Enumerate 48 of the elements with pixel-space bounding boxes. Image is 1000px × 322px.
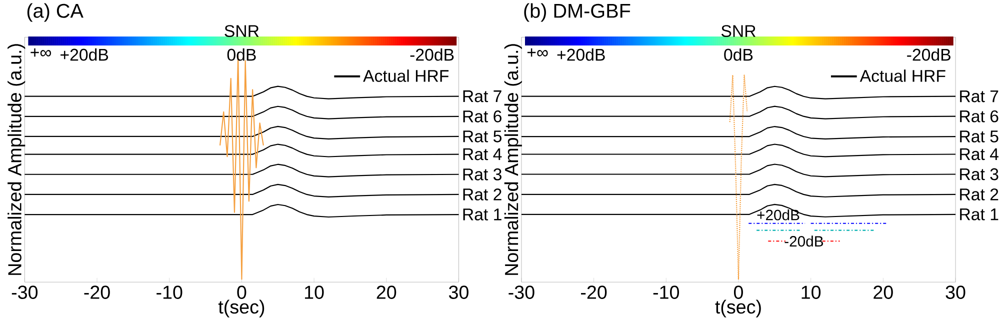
text: Rat 5 <box>960 130 998 142</box>
x-tick-label: -20 <box>84 286 110 299</box>
text: Rat 6 <box>960 110 998 122</box>
x-axis-title: t(sec) <box>715 300 761 318</box>
text: Rat 5 <box>463 130 502 142</box>
chart-title: (b) DM-GBF <box>524 3 630 22</box>
x-axis-title: t(sec) <box>218 300 264 318</box>
text: 0dB <box>724 48 753 61</box>
annotation: +20dB <box>757 209 800 220</box>
text: Rat 3 <box>960 168 998 180</box>
x-tick-label: -20 <box>581 286 607 299</box>
x-tick-label: -30 <box>12 286 38 299</box>
text: Rat 2 <box>463 188 502 200</box>
text: Rat 3 <box>463 168 502 180</box>
text: SNR <box>721 25 756 38</box>
text: +20dB <box>557 48 605 61</box>
annotation: -20dB <box>784 236 824 247</box>
text: +∞ <box>527 48 548 57</box>
y-axis-title: Normalized Amplitude (a.u.) <box>504 44 522 275</box>
x-tick-label: 30 <box>946 286 966 299</box>
x-tick-label: -30 <box>508 286 534 299</box>
x-tick-label: 20 <box>874 286 893 299</box>
text: Rat 2 <box>960 188 998 200</box>
x-tick-label: 30 <box>448 286 468 299</box>
text: Rat 7 <box>463 90 502 102</box>
text: Rat 7 <box>960 90 998 102</box>
x-tick-label: -10 <box>156 286 182 299</box>
text: SNR <box>224 25 259 38</box>
x-tick-label: 10 <box>802 286 821 299</box>
y-axis-title: Normalized Amplitude (a.u.) <box>8 44 26 275</box>
x-tick-label: 0 <box>734 286 743 299</box>
text: Rat 4 <box>960 148 998 160</box>
x-tick-label: 0 <box>237 286 246 299</box>
annotation: +20dB <box>60 48 108 61</box>
legend-label: Actual HRF <box>363 70 449 82</box>
x-tick-label: -10 <box>653 286 680 299</box>
text: Rat 4 <box>463 148 502 160</box>
x-tick-label: 20 <box>376 286 396 299</box>
text: -20dB <box>907 48 950 61</box>
legend-label: Actual HRF <box>860 70 946 82</box>
x-tick-label: 10 <box>305 286 324 299</box>
annotation: 0dB <box>227 48 256 61</box>
text: Rat 1 <box>463 208 502 220</box>
text: Rat 1 <box>960 208 998 220</box>
text: Rat 6 <box>463 110 502 122</box>
chart-title: (a) CA <box>27 3 84 22</box>
annotation: -20dB <box>410 48 454 61</box>
annotation: +∞ <box>30 48 52 57</box>
